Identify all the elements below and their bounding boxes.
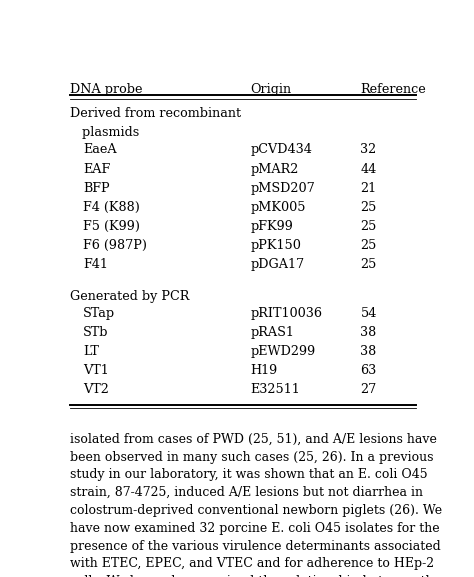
Text: with ETEC, EPEC, and VTEC and for adherence to HEp-2: with ETEC, EPEC, and VTEC and for adhere…	[70, 557, 434, 570]
Text: presence of the various virulence determinants associated: presence of the various virulence determ…	[70, 539, 441, 553]
Text: EaeA: EaeA	[83, 144, 117, 156]
Text: 25: 25	[360, 220, 377, 233]
Text: been observed in many such cases (25, 26). In a previous: been observed in many such cases (25, 26…	[70, 451, 434, 464]
Text: Reference: Reference	[360, 83, 426, 96]
Text: STap: STap	[83, 307, 115, 320]
Text: strain, 87-4725, induced A/E lesions but not diarrhea in: strain, 87-4725, induced A/E lesions but…	[70, 486, 423, 499]
Text: isolated from cases of PWD (25, 51), and A/E lesions have: isolated from cases of PWD (25, 51), and…	[70, 433, 437, 446]
Text: 32: 32	[360, 144, 377, 156]
Text: Generated by PCR: Generated by PCR	[70, 290, 190, 302]
Text: plasmids: plasmids	[70, 126, 139, 139]
Text: 44: 44	[360, 163, 377, 175]
Text: have now examined 32 porcine E. coli O45 isolates for the: have now examined 32 porcine E. coli O45…	[70, 522, 440, 535]
Text: EAF: EAF	[83, 163, 110, 175]
Text: 38: 38	[360, 345, 377, 358]
Text: VT1: VT1	[83, 364, 109, 377]
Text: pMK005: pMK005	[250, 201, 306, 213]
Text: F4 (K88): F4 (K88)	[83, 201, 140, 213]
Text: pRAS1: pRAS1	[250, 326, 294, 339]
Text: F5 (K99): F5 (K99)	[83, 220, 140, 233]
Text: F6 (987P): F6 (987P)	[83, 239, 147, 252]
Text: 27: 27	[360, 383, 377, 396]
Text: pEWD299: pEWD299	[250, 345, 316, 358]
Text: DNA probe: DNA probe	[70, 83, 143, 96]
Text: 63: 63	[360, 364, 377, 377]
Text: pCVD434: pCVD434	[250, 144, 312, 156]
Text: Derived from recombinant: Derived from recombinant	[70, 107, 241, 120]
Text: colostrum-deprived conventional newborn piglets (26). We: colostrum-deprived conventional newborn …	[70, 504, 442, 517]
Text: LT: LT	[83, 345, 99, 358]
Text: 25: 25	[360, 201, 377, 213]
Text: pFK99: pFK99	[250, 220, 293, 233]
Text: E32511: E32511	[250, 383, 300, 396]
Text: pMAR2: pMAR2	[250, 163, 299, 175]
Text: 54: 54	[360, 307, 377, 320]
Text: BFP: BFP	[83, 182, 110, 194]
Text: pMSD207: pMSD207	[250, 182, 315, 194]
Text: F41: F41	[83, 258, 108, 271]
Text: 21: 21	[360, 182, 377, 194]
Text: STb: STb	[83, 326, 109, 339]
Text: H19: H19	[250, 364, 277, 377]
Text: pPK150: pPK150	[250, 239, 301, 252]
Text: 38: 38	[360, 326, 377, 339]
Text: cells. We have also examined the relationship between the: cells. We have also examined the relatio…	[70, 575, 441, 577]
Text: pRIT10036: pRIT10036	[250, 307, 322, 320]
Text: Origin: Origin	[250, 83, 292, 96]
Text: 25: 25	[360, 239, 377, 252]
Text: 25: 25	[360, 258, 377, 271]
Text: study in our laboratory, it was shown that an E. coli O45: study in our laboratory, it was shown th…	[70, 469, 428, 481]
Text: VT2: VT2	[83, 383, 109, 396]
Text: pDGA17: pDGA17	[250, 258, 304, 271]
